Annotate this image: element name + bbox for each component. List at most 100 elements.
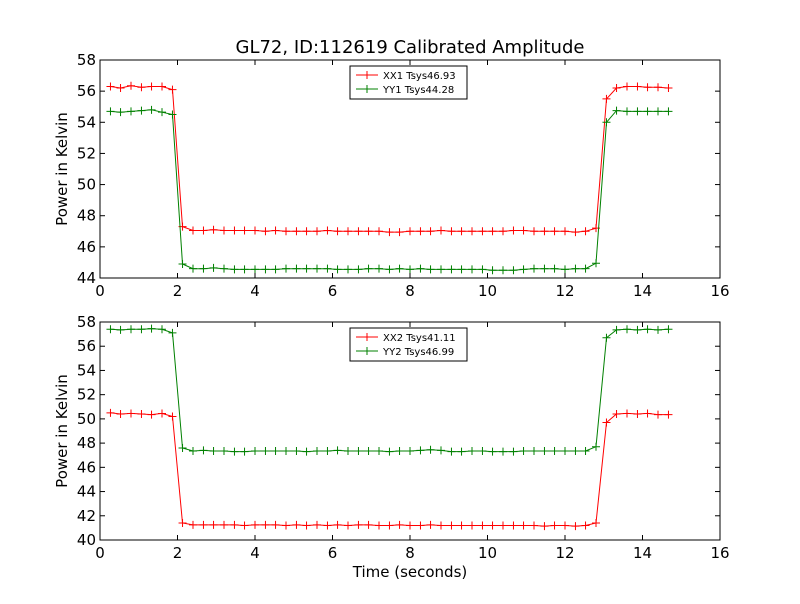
- legend-entry: XX1 Tsys46.93: [356, 71, 456, 82]
- data-point: [509, 521, 518, 530]
- data-point: [344, 446, 352, 455]
- data-point: [519, 446, 528, 455]
- data-point: [426, 227, 435, 236]
- data-point: [292, 520, 301, 529]
- legend-entry: XX2 Tsys41.11: [356, 333, 456, 344]
- data-point: [633, 107, 642, 116]
- data-point: [395, 520, 404, 529]
- y-tick-label: 56: [77, 337, 96, 355]
- y-tick-label: 42: [77, 507, 96, 525]
- data-point: [395, 446, 404, 455]
- x-tick-label: 12: [555, 282, 574, 300]
- data-point: [447, 521, 456, 530]
- data-point: [199, 520, 208, 529]
- data-point: [302, 264, 311, 273]
- x-tick-label: 4: [250, 544, 260, 562]
- data-point: [302, 521, 311, 530]
- data-point: [499, 447, 507, 456]
- data-point: [220, 226, 228, 235]
- series-line: [110, 412, 669, 527]
- legend-marker: [363, 71, 371, 79]
- data-point: [437, 226, 445, 235]
- x-tick-label: 10: [478, 544, 497, 562]
- data-point: [654, 410, 662, 419]
- data-point: [261, 446, 270, 455]
- data-point: [664, 325, 673, 334]
- data-point: [406, 227, 414, 236]
- data-point: [282, 227, 290, 236]
- data-point: [106, 325, 115, 334]
- data-point: [127, 409, 135, 418]
- data-point: [137, 106, 146, 115]
- data-point: [581, 446, 590, 455]
- data-point: [116, 84, 125, 93]
- data-point: [323, 521, 332, 530]
- series-1-2: [106, 105, 673, 275]
- y-tick-label: 48: [77, 434, 96, 452]
- data-point: [240, 226, 249, 235]
- y-tick-label: 46: [77, 238, 96, 256]
- series-1-1: [106, 81, 673, 237]
- data-point: [602, 333, 611, 342]
- data-point: [323, 264, 332, 273]
- data-point: [199, 226, 208, 235]
- data-point: [416, 264, 425, 273]
- data-point: [251, 265, 259, 274]
- data-point: [416, 446, 425, 455]
- legend-label: XX2 Tsys41.11: [383, 333, 456, 344]
- x-tick-label: 2: [173, 282, 183, 300]
- data-point: [333, 265, 342, 274]
- data-point: [468, 227, 476, 236]
- data-point: [209, 225, 218, 234]
- y-tick-label: 46: [77, 458, 96, 476]
- data-point: [282, 521, 290, 530]
- data-point: [116, 325, 125, 334]
- legend-box: [349, 65, 468, 100]
- x-tick-label: 10: [478, 282, 497, 300]
- data-point: [375, 446, 383, 455]
- data-point: [116, 410, 125, 419]
- series-2-1: [106, 408, 673, 531]
- data-point: [271, 265, 280, 274]
- data-point: [230, 265, 239, 274]
- data-point: [437, 446, 445, 455]
- data-point: [654, 325, 662, 334]
- data-point: [416, 521, 425, 530]
- data-point: [106, 82, 115, 91]
- data-point: [602, 94, 611, 103]
- y-tick-label: 58: [77, 51, 96, 69]
- data-point: [602, 118, 611, 127]
- data-point: [364, 446, 373, 455]
- x-tick-label: 0: [95, 282, 105, 300]
- data-point: [147, 82, 156, 91]
- data-point: [137, 325, 146, 334]
- data-point: [385, 447, 394, 456]
- data-point: [488, 447, 497, 456]
- legend-marker: [363, 333, 371, 341]
- data-point: [302, 227, 311, 236]
- data-point: [540, 264, 549, 273]
- data-point: [468, 521, 476, 530]
- data-point: [530, 446, 538, 455]
- data-point: [633, 325, 642, 334]
- data-point: [189, 520, 197, 529]
- legend-marker: [363, 85, 371, 93]
- x-tick-label: 2: [173, 544, 183, 562]
- data-point: [643, 325, 652, 334]
- x-tick-label: 8: [405, 282, 415, 300]
- data-point: [168, 110, 177, 119]
- data-point: [354, 265, 363, 274]
- data-point: [550, 521, 559, 530]
- data-point: [530, 264, 538, 273]
- data-point: [395, 228, 404, 237]
- data-point: [344, 265, 352, 274]
- y-axis-label: Power in Kelvin: [53, 112, 71, 226]
- data-point: [354, 446, 363, 455]
- data-point: [643, 107, 652, 116]
- y-tick-label: 54: [77, 113, 96, 131]
- data-point: [147, 324, 156, 333]
- data-point: [623, 409, 631, 418]
- data-point: [509, 226, 518, 235]
- data-point: [488, 521, 497, 530]
- y-tick-label: 48: [77, 207, 96, 225]
